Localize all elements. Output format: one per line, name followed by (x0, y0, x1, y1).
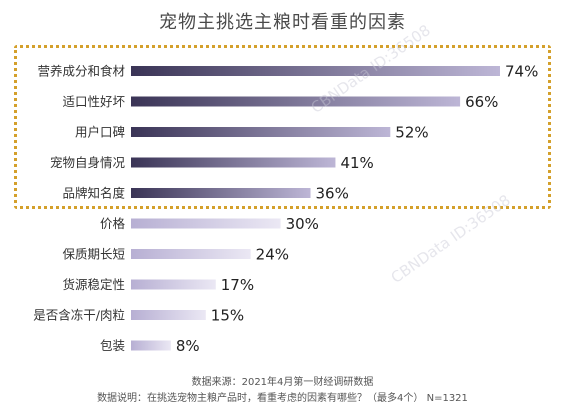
bar (131, 157, 336, 168)
bar-chart: 营养成分和食材 74% 适口性好坏 66% 用户口碑 52% 宠物自身情况 41% 品牌知名度 3… (33, 63, 538, 356)
category-label: 价格 (100, 216, 126, 231)
category-label: 包装 (100, 338, 125, 353)
bar (131, 188, 311, 198)
value-label: 17% (221, 276, 254, 294)
highlight-box (14, 45, 551, 209)
bar (131, 127, 391, 137)
value-label: 24% (256, 246, 289, 264)
value-label: 36% (316, 185, 349, 203)
value-label: 8% (176, 337, 200, 355)
category-label: 保质期长短 (62, 247, 125, 262)
data-source: 数据来源：2021年4月第一财经调研数据 (191, 377, 374, 388)
bar (131, 279, 216, 290)
data-note: 数据说明：在挑选宠物主粮产品时，看重考虑的因素有哪些？（最多4个） N=1321 (97, 393, 468, 404)
category-label: 宠物自身情况 (50, 155, 126, 170)
category-label: 用户口碑 (75, 125, 125, 140)
category-label: 品牌知名度 (62, 186, 125, 201)
bar (131, 340, 171, 351)
chart-title: 宠物主挑选主粮时看重的因素 (159, 12, 406, 33)
bar (131, 310, 206, 320)
bar (131, 96, 461, 107)
bar (131, 249, 251, 259)
value-label: 74% (505, 63, 538, 81)
category-label: 是否含冻干/肉粒 (33, 308, 125, 323)
value-label: 52% (395, 124, 428, 142)
bar (131, 66, 500, 76)
value-label: 15% (211, 307, 244, 325)
value-label: 41% (340, 154, 373, 172)
bar (131, 218, 281, 229)
category-label: 适口性好坏 (62, 94, 125, 109)
value-label: 66% (465, 93, 498, 111)
category-label: 营养成分和食材 (37, 64, 125, 79)
category-label: 货源稳定性 (62, 277, 125, 292)
value-label: 30% (286, 215, 319, 233)
footer: 数据来源：2021年4月第一财经调研数据 数据说明：在挑选宠物主粮产品时，看重考… (0, 375, 565, 407)
